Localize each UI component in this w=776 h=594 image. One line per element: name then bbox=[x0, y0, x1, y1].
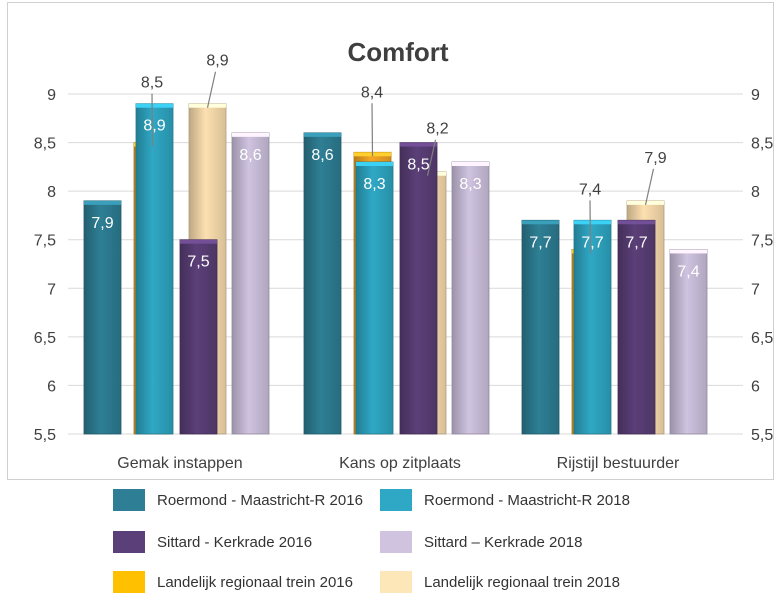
data-label: 7,7 bbox=[581, 234, 603, 251]
callout-line bbox=[644, 168, 655, 205]
legend-label: Sittard – Kerkrade 2018 bbox=[424, 533, 583, 551]
data-label: 8,2 bbox=[426, 121, 448, 138]
chart-title: Comfort bbox=[347, 37, 448, 67]
data-label: 8,6 bbox=[311, 147, 333, 164]
data-label: 8,9 bbox=[143, 118, 165, 135]
y-tick-label-left: 5,5 bbox=[34, 427, 56, 444]
chart-legend: Roermond - Maastricht-R 2016 Roermond - M… bbox=[0, 480, 776, 594]
legend-item: Landelijk regionaal trein 2016 bbox=[113, 570, 353, 594]
legend-label: Landelijk regionaal trein 2018 bbox=[424, 573, 620, 591]
x-category-label: Gemak instappen bbox=[117, 455, 242, 472]
callout-line bbox=[371, 103, 374, 157]
data-label: 8,5 bbox=[141, 75, 163, 92]
legend-label: Sittard - Kerkrade 2016 bbox=[157, 533, 313, 551]
bar-top-highlight bbox=[304, 132, 341, 137]
legend-label: Roermond - Maastricht-R 2016 bbox=[157, 491, 363, 509]
callout-line bbox=[589, 200, 592, 254]
data-label: 8,4 bbox=[361, 84, 383, 101]
bar bbox=[303, 132, 342, 435]
bar bbox=[179, 239, 218, 435]
y-tick-label-left: 9 bbox=[47, 87, 56, 104]
data-label: 7,4 bbox=[579, 181, 601, 198]
legend-swatch bbox=[113, 571, 145, 593]
x-category-label: Kans op zitplaats bbox=[339, 455, 461, 472]
bar bbox=[231, 132, 270, 435]
bar bbox=[83, 200, 122, 435]
bar-top-highlight bbox=[136, 103, 173, 108]
data-label: 7,4 bbox=[677, 263, 699, 280]
y-tick-label-right: 8 bbox=[751, 184, 760, 201]
y-tick-label-right: 7 bbox=[751, 281, 760, 298]
y-tick-label-left: 7 bbox=[47, 281, 56, 298]
y-tick-label-left: 6 bbox=[47, 378, 56, 395]
callout-line bbox=[151, 93, 154, 147]
data-label: 8,9 bbox=[206, 53, 228, 70]
data-label: 7,7 bbox=[529, 234, 551, 251]
legend-item: Roermond - Maastricht-R 2018 bbox=[380, 488, 630, 512]
data-label: 7,5 bbox=[187, 254, 209, 271]
bar-top-highlight bbox=[180, 239, 217, 244]
chart-frame: Comfort 8,5 8,9 7,9 8,9 7,5 8,6 8,4 8,2 8,6 8,3 8,… bbox=[7, 2, 774, 480]
y-tick-label-right: 8,5 bbox=[751, 136, 773, 153]
y-tick-label-right: 6 bbox=[751, 378, 760, 395]
legend-swatch bbox=[113, 489, 145, 511]
bar bbox=[399, 142, 438, 435]
legend-item: Sittard – Kerkrade 2018 bbox=[380, 530, 582, 554]
bar-top-highlight bbox=[522, 220, 559, 225]
legend-label: Landelijk regionaal trein 2016 bbox=[157, 573, 353, 591]
legend-swatch bbox=[113, 531, 145, 553]
legend-item: Sittard - Kerkrade 2016 bbox=[113, 530, 312, 554]
y-tick-label-right: 7,5 bbox=[751, 233, 773, 250]
bar bbox=[669, 249, 708, 435]
data-label: 7,7 bbox=[625, 234, 647, 251]
callout-line bbox=[206, 71, 217, 108]
bar bbox=[521, 219, 560, 435]
data-label: 8,5 bbox=[407, 157, 429, 174]
x-category-label: Rijstijl bestuurder bbox=[557, 455, 680, 472]
bar-top-highlight bbox=[232, 132, 269, 137]
y-tick-label-right: 5,5 bbox=[751, 427, 773, 444]
legend-swatch bbox=[380, 571, 412, 593]
legend-label: Roermond - Maastricht-R 2018 bbox=[424, 491, 630, 509]
legend-swatch bbox=[380, 531, 412, 553]
bar-top-highlight bbox=[670, 249, 707, 254]
bar-chart: Comfort 8,5 8,9 7,9 8,9 7,5 8,6 8,4 8,2 8,6 8,3 8,… bbox=[34, 37, 774, 472]
data-label: 7,9 bbox=[91, 215, 113, 232]
y-tick-label-right: 9 bbox=[751, 87, 760, 104]
y-tick-label-left: 8,5 bbox=[34, 136, 56, 153]
legend-swatch bbox=[380, 489, 412, 511]
data-label: 7,9 bbox=[644, 150, 666, 167]
bar bbox=[135, 103, 174, 435]
bar bbox=[617, 219, 656, 435]
data-label: 8,3 bbox=[459, 176, 481, 193]
bar-top-highlight bbox=[452, 162, 489, 166]
y-tick-label-right: 6,5 bbox=[751, 330, 773, 347]
bar-top-highlight bbox=[618, 220, 655, 225]
y-tick-label-left: 8 bbox=[47, 184, 56, 201]
data-label: 8,3 bbox=[363, 176, 385, 193]
bar-top-highlight bbox=[574, 220, 611, 225]
bar-top-highlight bbox=[84, 200, 121, 205]
bar-top-highlight bbox=[356, 162, 393, 166]
legend-item: Roermond - Maastricht-R 2016 bbox=[113, 488, 363, 512]
data-label: 8,6 bbox=[239, 147, 261, 164]
bar-top-highlight bbox=[400, 142, 437, 147]
callout-line bbox=[426, 139, 437, 176]
y-tick-label-left: 6,5 bbox=[34, 330, 56, 347]
y-tick-label-left: 7,5 bbox=[34, 233, 56, 250]
legend-item: Landelijk regionaal trein 2018 bbox=[380, 570, 620, 594]
bar bbox=[573, 219, 612, 435]
bar bbox=[451, 161, 490, 435]
bar bbox=[355, 161, 394, 435]
